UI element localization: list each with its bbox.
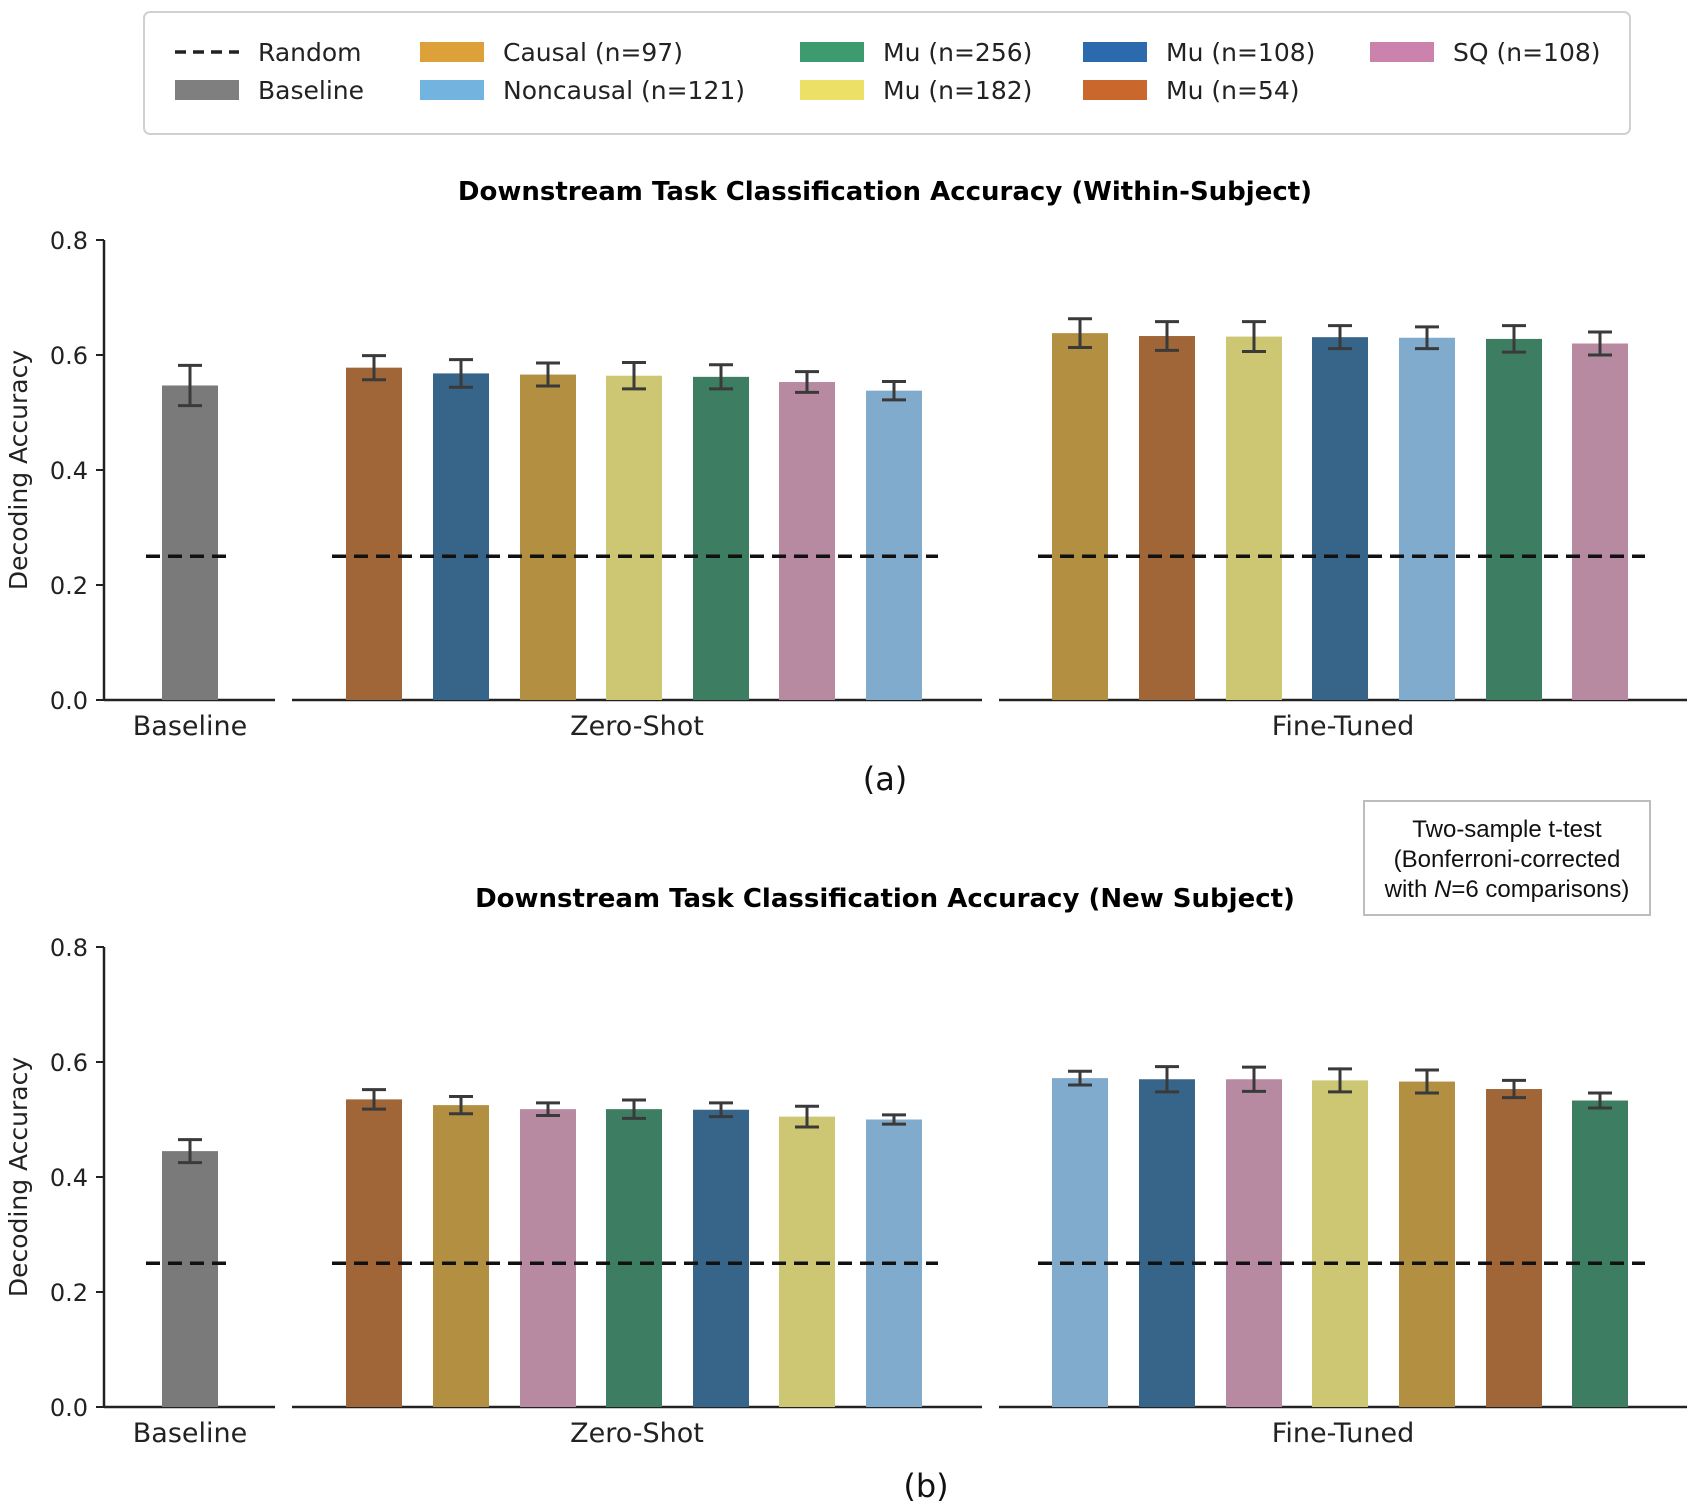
legend-swatch (1083, 80, 1147, 100)
y-tick-label: 0.4 (50, 457, 88, 485)
chart-a-plot: 0.0 0.2 0.4 0.6 0.8 Decoding Accuracy Baseline… (4, 227, 1687, 742)
stat-note-line3-italic: N (1433, 876, 1452, 903)
bar-fine-tuned-mu256 (1572, 1100, 1628, 1407)
legend-label: Mu (n=108) (1166, 38, 1315, 67)
y-tick-label: 0.6 (50, 1049, 88, 1077)
stat-note-line3: with N=6 comparisons) (1365, 875, 1649, 905)
legend-label: Causal (n=97) (503, 38, 683, 67)
bar-fine-tuned-mu182 (1312, 1080, 1368, 1407)
bar-fine-tuned-noncausal (1052, 1078, 1108, 1407)
chart-b-plot: 0.0 0.2 0.4 0.6 0.8 Decoding Accuracy Baseline… (4, 934, 1687, 1449)
y-tick-label: 0.8 (50, 934, 88, 962)
legend: Random Baseline Causal (n=97) Noncausal (n=… (143, 11, 1631, 135)
legend-label: Baseline (258, 76, 364, 105)
bar-baseline-baseline (162, 1151, 218, 1407)
group-label: Baseline (133, 1418, 247, 1449)
y-axis-label: Decoding Accuracy (4, 350, 33, 590)
y-tick-label: 0.6 (50, 342, 88, 370)
group-label: Fine-Tuned (1272, 711, 1414, 742)
bar-fine-tuned-mu54 (1139, 336, 1195, 700)
bar-fine-tuned-noncausal (1399, 337, 1455, 700)
bar-fine-tuned-causal (1399, 1081, 1455, 1407)
bar-zero-shot-mu108 (693, 1109, 749, 1407)
group-label: Baseline (133, 711, 247, 742)
stat-note-line2: (Bonferroni-corrected (1393, 846, 1621, 873)
bar-fine-tuned-sq108 (1572, 343, 1628, 700)
y-axis-label: Decoding Accuracy (4, 1057, 33, 1297)
bar-fine-tuned-mu54 (1486, 1089, 1542, 1407)
chart-a-title: Downstream Task Classification Accuracy … (458, 177, 1312, 207)
legend-swatch (1083, 42, 1147, 62)
legend-label: Random (258, 38, 362, 67)
legend-swatch (800, 80, 864, 100)
bar-zero-shot-mu182 (606, 375, 662, 700)
group-label: Zero-Shot (570, 1418, 704, 1449)
bar-fine-tuned-mu182 (1226, 336, 1282, 700)
legend-label: Mu (n=256) (883, 38, 1032, 67)
bar-zero-shot-mu256 (693, 376, 749, 700)
bar-fine-tuned-causal (1052, 333, 1108, 700)
bar-fine-tuned-mu256 (1486, 338, 1542, 700)
legend-label: Mu (n=54) (1166, 76, 1299, 105)
y-tick-label: 0.4 (50, 1164, 88, 1192)
bar-zero-shot-mu108 (433, 373, 489, 700)
legend-swatch (1370, 42, 1434, 62)
bar-zero-shot-sq108 (779, 382, 835, 700)
legend-label: Noncausal (n=121) (503, 76, 745, 105)
group-label: Zero-Shot (570, 711, 704, 742)
legend-swatch (420, 42, 484, 62)
y-tick-label: 0.0 (50, 687, 88, 715)
legend-label: Mu (n=182) (883, 76, 1032, 105)
bar-fine-tuned-mu108 (1139, 1079, 1195, 1407)
group-label: Fine-Tuned (1272, 1418, 1414, 1449)
bar-zero-shot-causal (433, 1105, 489, 1407)
legend-swatch (800, 42, 864, 62)
bar-baseline-baseline (162, 385, 218, 700)
stat-test-note: Two-sample t-test (Bonferroni-corrected … (1363, 800, 1651, 916)
bar-zero-shot-mu256 (606, 1109, 662, 1407)
stat-note-line1: Two-sample t-test (1412, 816, 1602, 843)
chart-b-caption: (b) (903, 1467, 948, 1505)
chart-b-title: Downstream Task Classification Accuracy … (475, 884, 1295, 914)
bar-fine-tuned-mu108 (1312, 337, 1368, 700)
bar-zero-shot-mu54 (346, 1099, 402, 1407)
y-tick-label: 0.2 (50, 572, 88, 600)
stat-note-line3-prefix: with (1384, 876, 1434, 903)
y-tick-label: 0.8 (50, 227, 88, 255)
bar-zero-shot-mu54 (346, 367, 402, 700)
y-tick-label: 0.2 (50, 1279, 88, 1307)
bar-fine-tuned-sq108 (1226, 1079, 1282, 1407)
bar-zero-shot-sq108 (520, 1109, 576, 1407)
y-tick-label: 0.0 (50, 1394, 88, 1422)
bar-zero-shot-noncausal (866, 390, 922, 700)
chart-a-caption: (a) (863, 760, 908, 798)
legend-frame (143, 11, 1631, 135)
stat-note-line3-suffix: =6 comparisons) (1451, 876, 1630, 903)
legend-label: SQ (n=108) (1453, 38, 1601, 67)
legend-swatch (175, 80, 239, 100)
legend-swatch (420, 80, 484, 100)
bar-zero-shot-causal (520, 374, 576, 700)
